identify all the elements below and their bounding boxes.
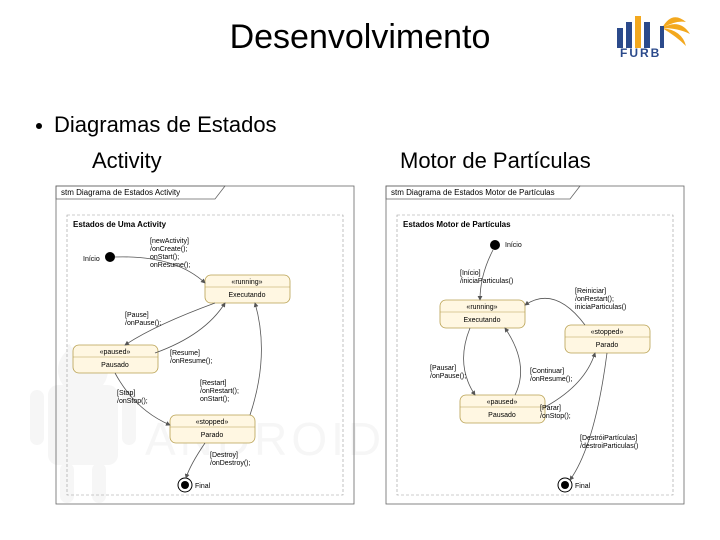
column-right-title: Motor de Partículas <box>400 148 591 174</box>
column-left-title: Activity <box>92 148 162 174</box>
svg-text:/onStop();: /onStop(); <box>540 413 571 420</box>
left-frame-title: stm Diagrama de Estados Activity <box>61 188 180 197</box>
svg-text:[Pausar]: [Pausar] <box>430 365 456 372</box>
svg-text:[Stop]: [Stop] <box>117 390 135 397</box>
bullet-dot <box>36 123 42 129</box>
left-initial-label: Início <box>83 256 100 263</box>
svg-text:/onResume();: /onResume(); <box>530 376 572 383</box>
right-initial-label: Início <box>505 242 522 249</box>
svg-text:/onPause();: /onPause(); <box>430 373 466 380</box>
state-executando-r: «running» Executando <box>440 300 525 328</box>
svg-text:Executando: Executando <box>464 317 501 324</box>
svg-text:Pausado: Pausado <box>101 362 129 369</box>
state-pausado: «paused» Pausado <box>73 345 158 373</box>
svg-text:/onRestart();: /onRestart(); <box>575 296 614 303</box>
svg-text:«paused»: «paused» <box>487 399 518 406</box>
svg-text:iniciaParticulas(): iniciaParticulas() <box>575 304 626 311</box>
svg-text:[DestróiPartículas]: [DestróiPartículas] <box>580 435 637 442</box>
state-parado: «stopped» Parado <box>170 415 255 443</box>
svg-text:/destroiParticulas(): /destroiParticulas() <box>580 443 638 450</box>
svg-text:/onPause();: /onPause(); <box>125 320 161 327</box>
bullet-line: Diagramas de Estados <box>36 112 277 138</box>
svg-text:[Destroy]: [Destroy] <box>210 452 238 459</box>
svg-text:/iniciaParticulas(): /iniciaParticulas() <box>460 278 513 285</box>
svg-text:[Pause]: [Pause] <box>125 312 149 319</box>
svg-text:[Início]: [Início] <box>460 270 481 277</box>
particle-engine-state-diagram: stm Diagrama de Estados Motor de Partícu… <box>385 185 685 510</box>
right-final-label: Final <box>575 483 591 490</box>
svg-text:Parado: Parado <box>596 342 619 349</box>
state-executando: «running» Executando <box>205 275 290 303</box>
svg-text:Parado: Parado <box>201 432 224 439</box>
svg-text:[newActivity]: [newActivity] <box>150 238 189 245</box>
svg-text:«stopped»: «stopped» <box>591 329 624 336</box>
left-final-label: Final <box>195 483 211 490</box>
svg-text:onResume();: onResume(); <box>150 262 191 269</box>
svg-text:«paused»: «paused» <box>100 349 131 356</box>
svg-text:[Restart]: [Restart] <box>200 380 227 387</box>
svg-text:[Continuar]: [Continuar] <box>530 368 564 375</box>
svg-text:«running»: «running» <box>231 279 262 286</box>
svg-text:«stopped»: «stopped» <box>196 419 229 426</box>
svg-text:Executando: Executando <box>229 292 266 299</box>
svg-text:/onStop();: /onStop(); <box>117 398 148 405</box>
right-frame-title: stm Diagrama de Estados Motor de Partícu… <box>391 188 555 197</box>
svg-text:[Reiniciar]: [Reiniciar] <box>575 288 606 295</box>
state-pausado-r: «paused» Pausado <box>460 395 545 423</box>
svg-text:/onResume();: /onResume(); <box>170 358 212 365</box>
state-parado-r: «stopped» Parado <box>565 325 650 353</box>
svg-text:[Parar]: [Parar] <box>540 405 561 412</box>
logo-text: FURB <box>620 46 661 58</box>
svg-text:/onDestroy();: /onDestroy(); <box>210 460 251 467</box>
svg-text:/onRestart();: /onRestart(); <box>200 388 239 395</box>
svg-text:/onCreate();: /onCreate(); <box>150 246 187 253</box>
svg-text:onStart();: onStart(); <box>150 254 179 261</box>
svg-text:«running»: «running» <box>466 304 497 311</box>
slide: ANDROID Desenvolvimento FURB Diagramas d… <box>0 0 720 540</box>
left-region-label: Estados de Uma Activity <box>73 220 167 229</box>
activity-state-diagram: stm Diagrama de Estados Activity Estados… <box>55 185 355 510</box>
furb-logo: FURB <box>612 8 702 63</box>
svg-text:[Resume]: [Resume] <box>170 350 200 357</box>
svg-text:onStart();: onStart(); <box>200 396 229 403</box>
right-region-label: Estados Motor de Partículas <box>403 220 511 229</box>
bullet-text: Diagramas de Estados <box>54 112 277 137</box>
svg-text:Pausado: Pausado <box>488 412 516 419</box>
